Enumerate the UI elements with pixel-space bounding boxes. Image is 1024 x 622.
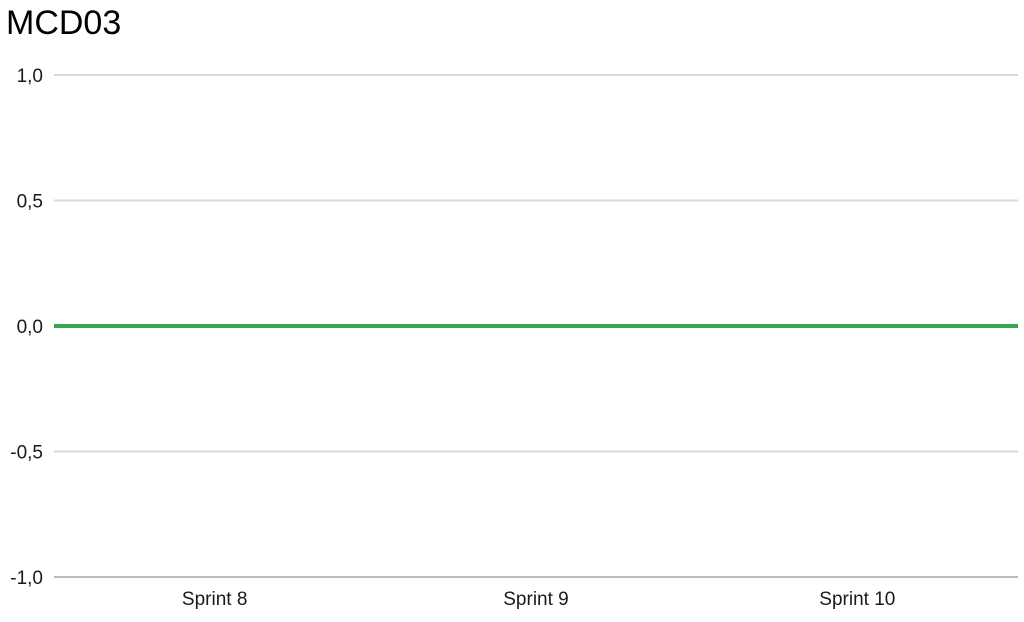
x-tick-label: Sprint 9: [503, 589, 568, 610]
y-tick-label: 0,0: [17, 317, 43, 338]
y-tick-label: -0,5: [10, 443, 43, 464]
y-axis-ticks: 1,0 0,5 0,0 -0,5 -1,0: [10, 66, 43, 589]
y-tick-label: 1,0: [17, 66, 43, 87]
x-tick-label: Sprint 8: [182, 589, 247, 610]
x-axis-ticks: Sprint 8 Sprint 9 Sprint 10: [182, 589, 895, 610]
x-tick-label: Sprint 10: [819, 589, 895, 610]
y-tick-label: -1,0: [10, 568, 43, 589]
y-tick-label: 0,5: [17, 192, 43, 213]
chart-title: MCD03: [6, 4, 122, 42]
